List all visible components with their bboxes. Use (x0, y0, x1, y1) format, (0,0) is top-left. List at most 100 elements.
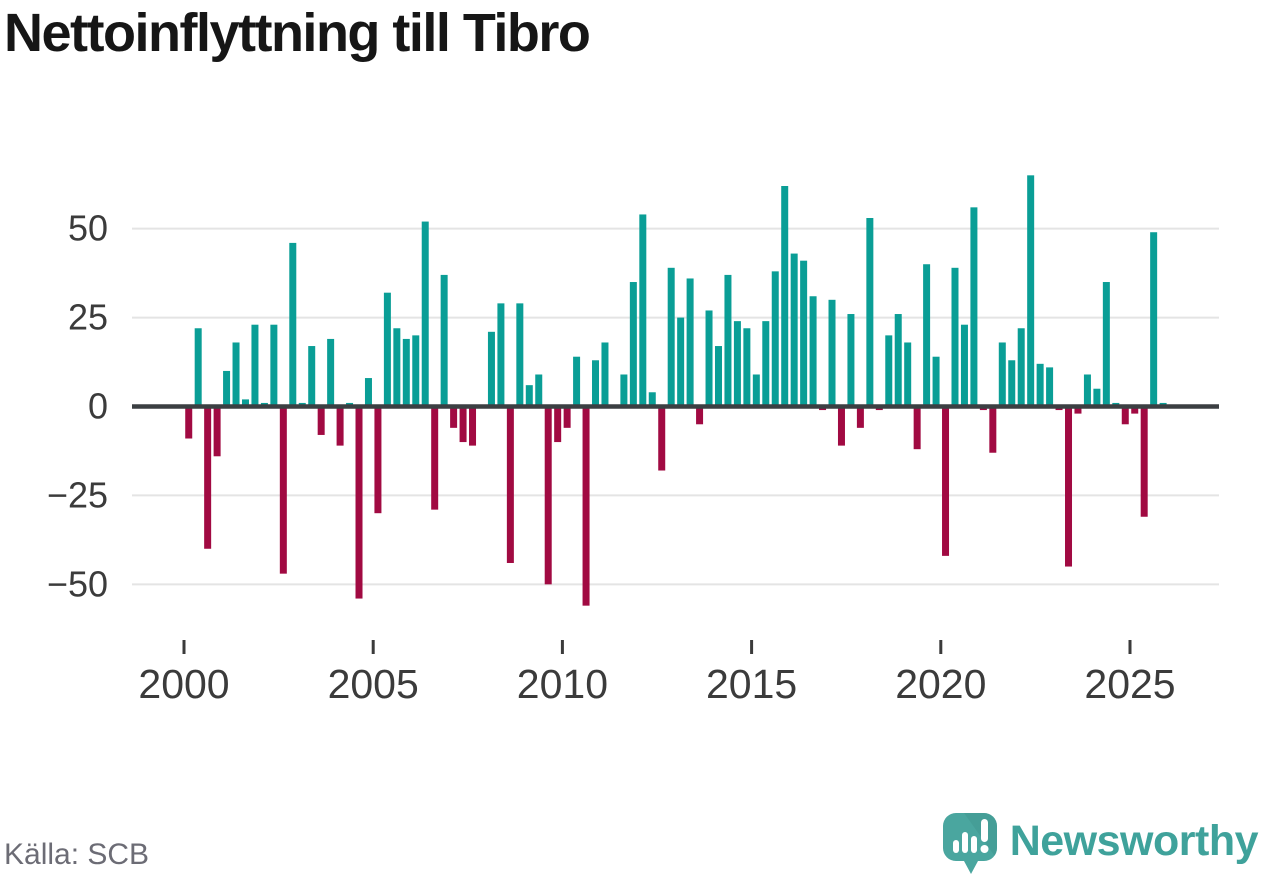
bar-quarter-2005q2 (383, 292, 391, 407)
bar-quarter-2015q4 (781, 186, 789, 407)
x-tick-label: 2010 (517, 661, 608, 707)
bar-quarter-2024q2 (1102, 282, 1110, 407)
bar-quarter-2018q3 (885, 335, 893, 407)
bar-quarter-2019q2 (913, 406, 921, 450)
bar-quarter-2004q3 (355, 406, 363, 599)
bar-quarter-2017q2 (837, 406, 845, 446)
y-tick-label: −50 (47, 563, 108, 604)
x-tick-label: 2005 (328, 661, 419, 707)
bar-quarter-2010q3 (582, 406, 590, 606)
bar-quarter-2023q4 (1083, 374, 1091, 407)
bar-quarter-2012q2 (648, 392, 656, 407)
bar-quarter-2020q4 (970, 207, 978, 407)
x-tick-label: 2020 (895, 661, 986, 707)
net-migration-bar-chart: 50 25 0 −25 −50 2000 2005 2010 2015 2020 2025 (47, 175, 1219, 707)
bar-quarter-2025q2 (1140, 406, 1148, 517)
bar-quarter-2006q3 (431, 406, 439, 510)
logo-bar-mid (970, 836, 977, 853)
bar-quarter-2003q4 (327, 338, 335, 407)
bar-quarter-2004q1 (336, 406, 344, 446)
bar-quarter-2009q2 (535, 374, 543, 407)
bar-quarter-2014q4 (743, 328, 751, 407)
bar-quarter-2013q1 (677, 317, 685, 407)
bar-quarter-2002q2 (270, 324, 278, 407)
bar-quarter-2011q4 (629, 282, 637, 407)
bar-quarter-2022q1 (1017, 328, 1025, 407)
bar-quarter-2024q4 (1121, 406, 1129, 425)
source-label: Källa: SCB (4, 838, 150, 871)
bar-quarter-2022q3 (1036, 363, 1044, 407)
bar-quarter-2000q4 (213, 406, 221, 457)
bar-quarter-2006q4 (440, 274, 448, 407)
bar-quarter-2014q3 (733, 321, 741, 407)
bar-quarter-2025q1 (1131, 406, 1139, 414)
bar-quarter-2018q1 (866, 218, 874, 407)
y-tick-label: 50 (68, 208, 108, 249)
bar-quarter-2020q2 (951, 267, 959, 407)
y-tick-label: 25 (68, 297, 108, 338)
bar-quarter-2018q4 (894, 314, 902, 407)
bar-quarter-2000q1 (185, 406, 193, 439)
bar-quarter-2009q1 (525, 385, 533, 407)
chart-title: Nettoinflyttning till Tibro (4, 3, 591, 63)
bar-quarter-2019q1 (904, 342, 912, 407)
bar-quarter-2024q1 (1093, 388, 1101, 407)
bar-quarter-2023q3 (1074, 406, 1082, 414)
bar-quarter-2013q4 (705, 310, 713, 407)
bar-quarter-2019q3 (923, 264, 931, 407)
bar-quarter-2020q1 (942, 406, 950, 556)
logo-bar-tall (961, 832, 968, 853)
x-tick-label: 2015 (706, 661, 797, 707)
bar-quarter-2016q2 (800, 260, 808, 407)
bar-quarter-2001q3 (241, 399, 249, 407)
bar-quarter-2010q1 (563, 406, 571, 428)
y-tick-label: 0 (88, 386, 108, 427)
newsworthy-logo-icon (942, 813, 997, 874)
newsworthy-branding: Newsworthy (942, 812, 1259, 876)
logo-bar-short (952, 840, 959, 853)
bar-quarter-2006q1 (412, 335, 420, 407)
bar-quarter-2010q4 (592, 360, 600, 407)
bar-quarter-2014q2 (724, 274, 732, 407)
bar-quarter-2010q2 (573, 356, 581, 407)
bar-quarter-2008q1 (487, 331, 495, 407)
bar-quarter-2008q4 (516, 303, 524, 407)
bar-quarter-2012q1 (639, 214, 647, 407)
bar-quarter-2009q3 (544, 406, 552, 585)
bar-quarter-2008q3 (506, 406, 514, 563)
bar-quarter-2025q3 (1150, 232, 1158, 407)
bar-quarter-2015q1 (752, 374, 760, 407)
y-tick-label: −25 (47, 474, 108, 515)
bar-quarter-2019q4 (932, 356, 940, 407)
bar-quarter-2003q3 (317, 406, 325, 435)
bar-quarter-2013q2 (686, 278, 694, 407)
bar-quarter-2011q1 (601, 342, 609, 407)
bar-quarter-2002q3 (279, 406, 287, 574)
bar-quarter-2005q4 (402, 338, 410, 407)
bar-quarter-2021q4 (1008, 360, 1016, 407)
bar-quarter-2016q1 (790, 253, 798, 407)
bar-quarter-2001q2 (232, 342, 240, 407)
bar-quarter-2022q4 (1046, 367, 1054, 407)
newsworthy-wordmark: Newsworthy (1009, 816, 1259, 865)
bar-quarter-2015q3 (771, 271, 779, 407)
bar-quarter-2009q4 (554, 406, 562, 443)
bar-quarter-2007q2 (459, 406, 467, 443)
bar-quarter-2012q4 (667, 267, 675, 407)
bar-quarter-2000q3 (204, 406, 212, 549)
x-tick-label: 2025 (1084, 661, 1175, 707)
bar-quarter-2006q2 (421, 221, 429, 407)
logo-exclamation-dot (980, 845, 989, 853)
bar-quarter-2015q2 (762, 321, 770, 407)
x-tick-label: 2000 (138, 661, 229, 707)
bar-quarter-2001q4 (251, 324, 259, 407)
bar-quarter-2002q4 (289, 242, 297, 407)
bar-quarter-2011q3 (620, 374, 628, 407)
bar-quarter-2004q4 (364, 378, 372, 407)
bar-quarter-2013q3 (696, 406, 704, 425)
bar-quarter-2008q2 (497, 303, 505, 407)
bar-quarter-2022q2 (1027, 175, 1035, 407)
bar-quarter-2023q2 (1065, 406, 1073, 567)
bar-quarter-2005q3 (393, 328, 401, 407)
